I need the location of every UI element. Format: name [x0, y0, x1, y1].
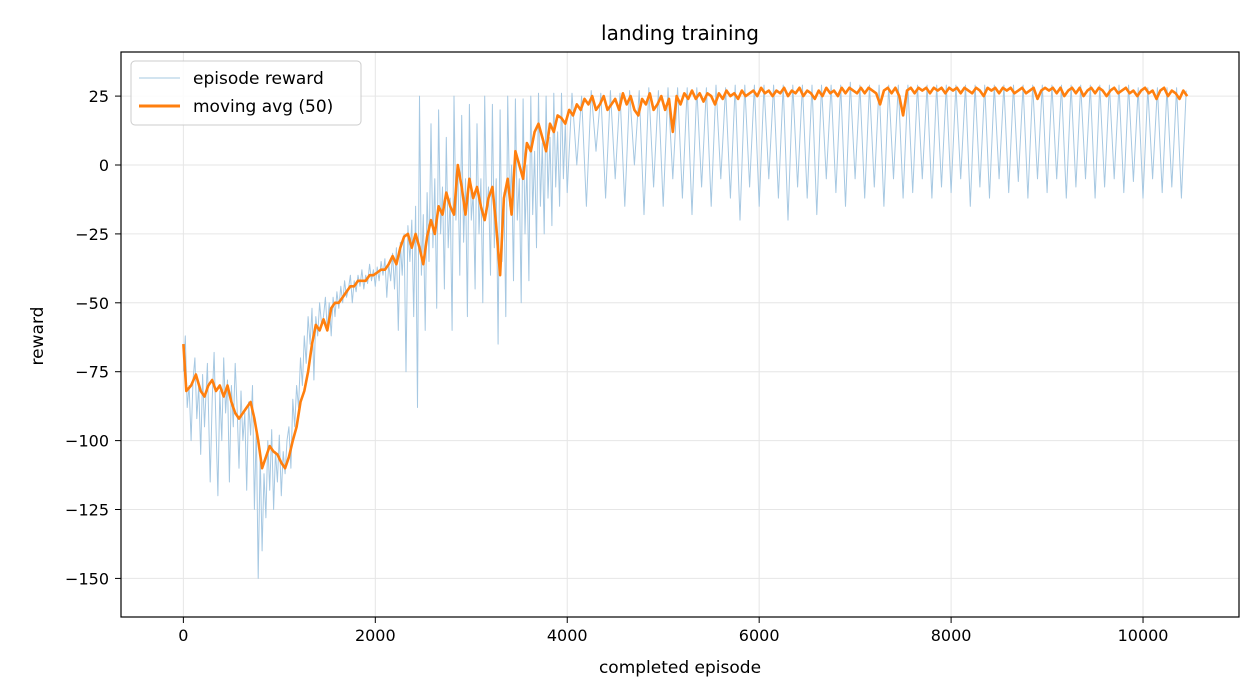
- legend-label-episode-reward: episode reward: [193, 69, 324, 89]
- series-line-moving-avg: [182, 86, 1189, 470]
- x-tick-label: 10000: [1118, 626, 1169, 645]
- ticks: 0 2000 4000 6000 8000 10000 25 0 −25 −50 −75 −100 −1…: [65, 87, 1168, 645]
- legend-label-moving-avg: moving avg (50): [193, 97, 333, 117]
- y-tick-label: −50: [75, 294, 109, 313]
- x-tick-label: 2000: [355, 626, 396, 645]
- y-tick-label: 25: [89, 87, 109, 106]
- x-tick-label: 4000: [547, 626, 588, 645]
- y-tick-label: −25: [75, 225, 109, 244]
- x-tick-label: 8000: [931, 626, 972, 645]
- x-tick-label: 6000: [739, 626, 780, 645]
- x-axis-label: completed episode: [599, 658, 761, 678]
- y-tick-label: −150: [65, 569, 109, 588]
- y-axis-label: reward: [28, 307, 48, 366]
- series-layer: [182, 81, 1189, 579]
- chart-title: landing training: [601, 21, 759, 45]
- x-tick-label: 0: [178, 626, 188, 645]
- y-tick-label: −125: [65, 501, 109, 520]
- y-tick-label: 0: [99, 156, 109, 175]
- y-tick-label: −100: [65, 432, 109, 451]
- legend-box: [130, 60, 362, 126]
- legend: episode reward moving avg (50): [130, 60, 362, 126]
- plot-frame: [120, 51, 1240, 618]
- y-tick-label: −75: [75, 363, 109, 382]
